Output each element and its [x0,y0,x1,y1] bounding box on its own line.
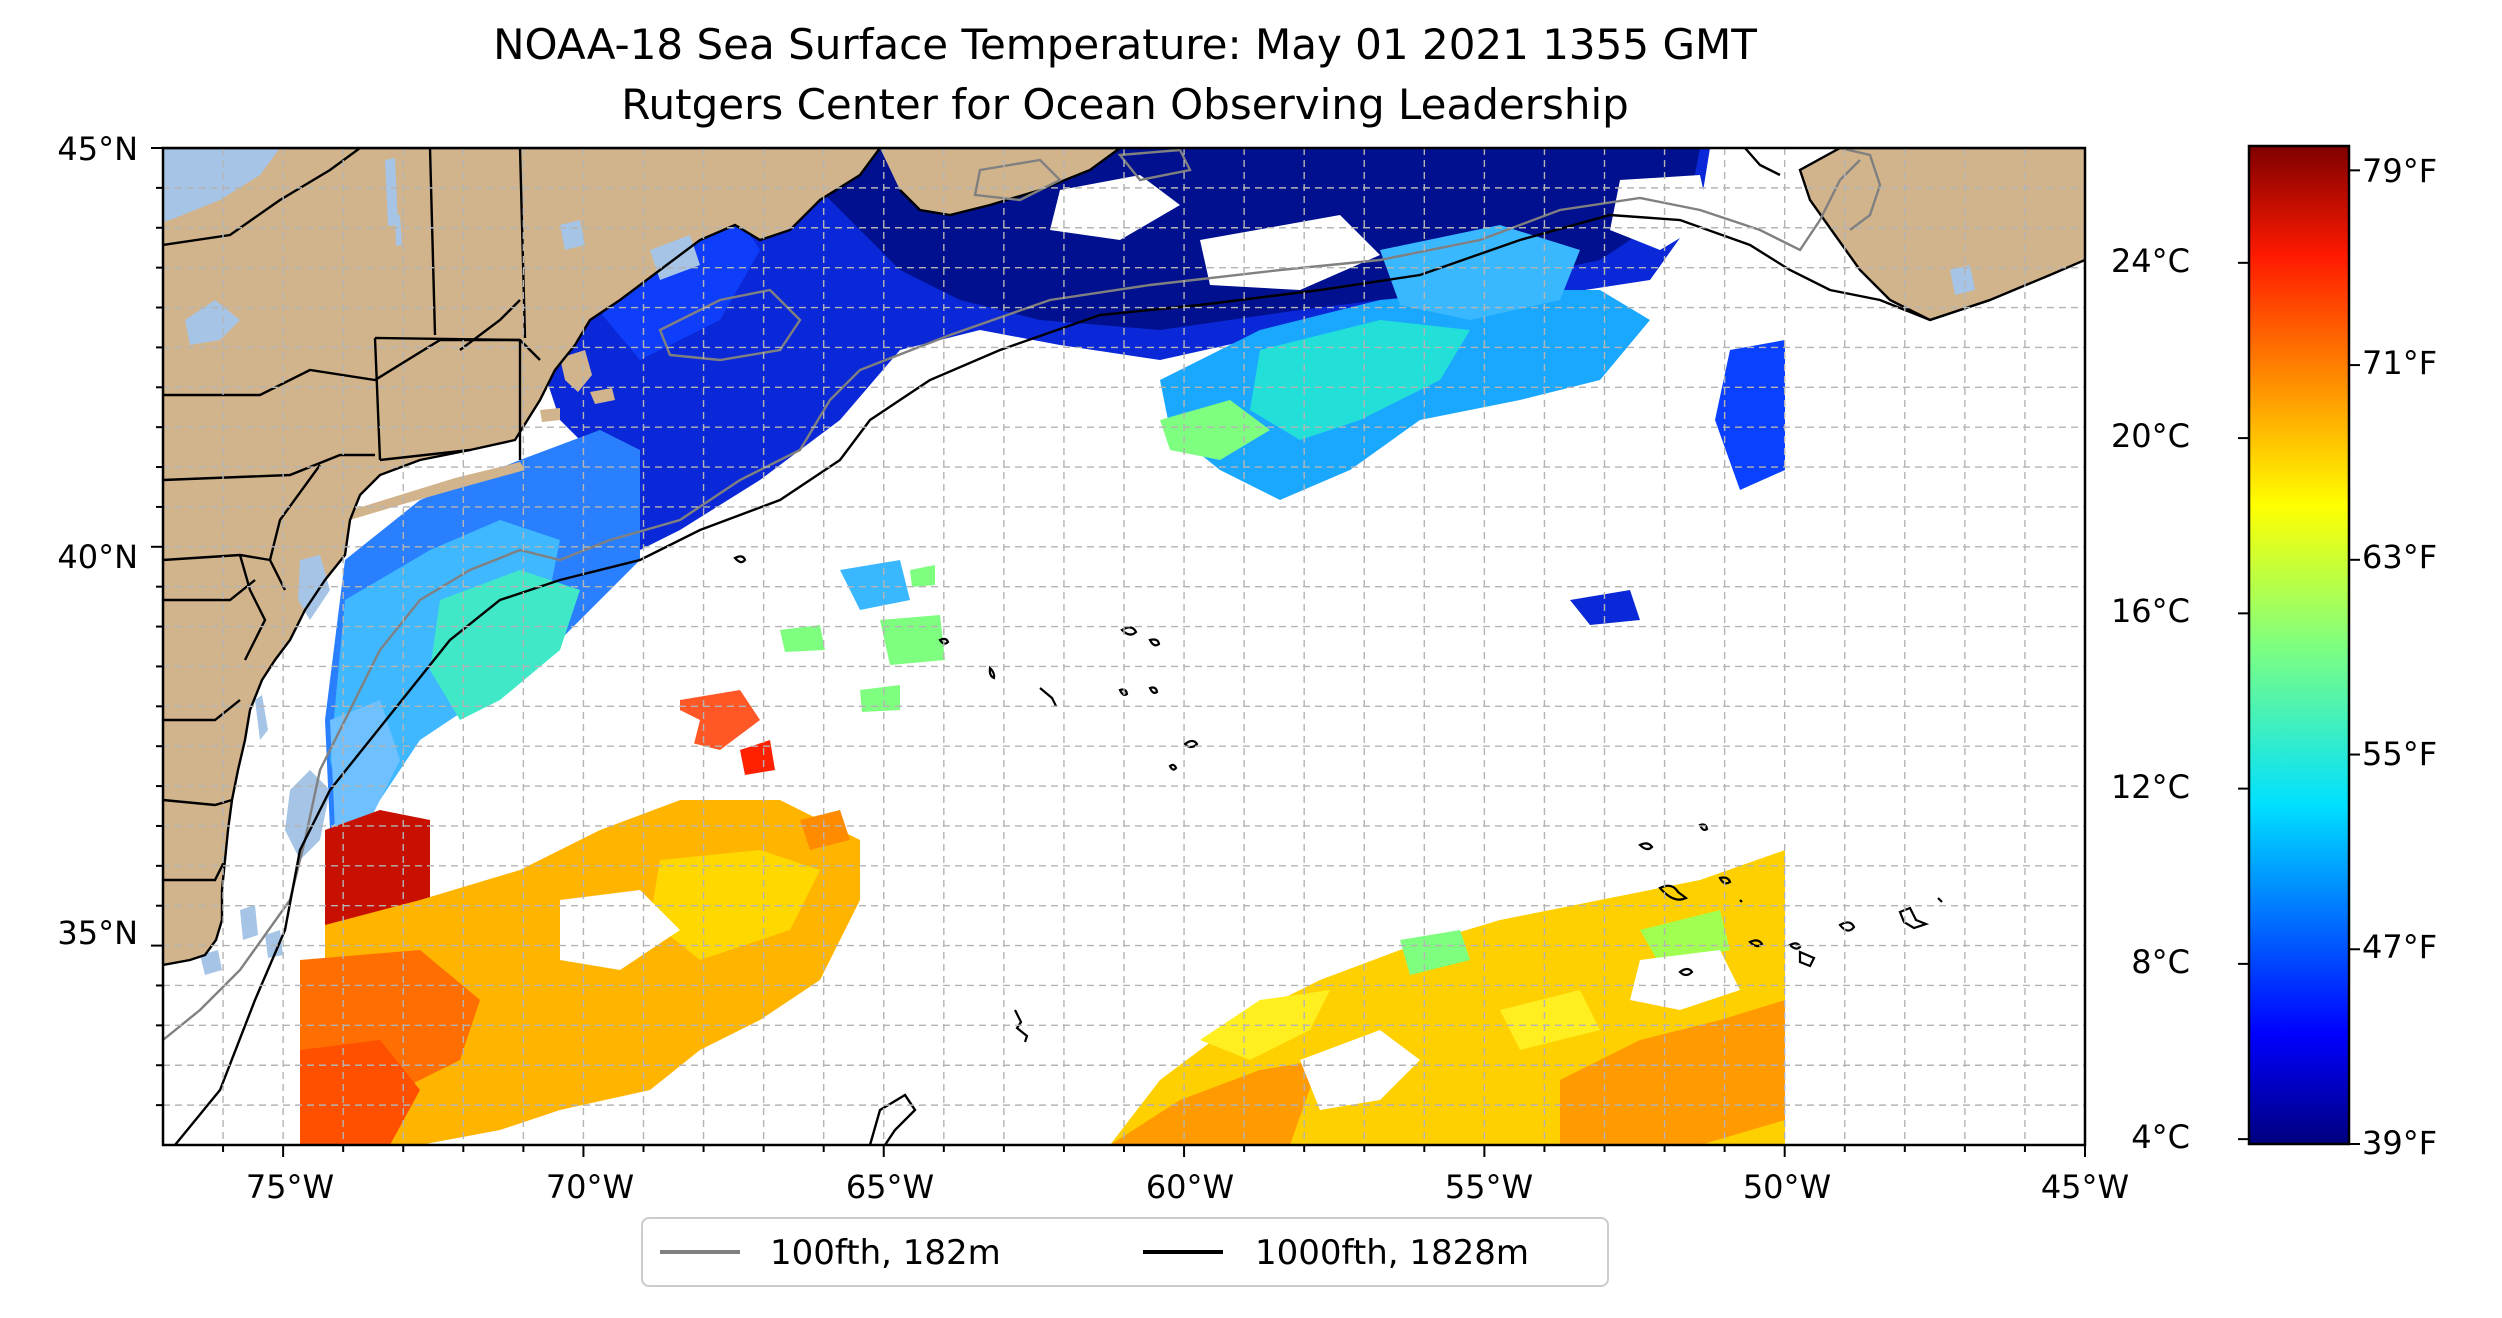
legend-label-100fth: 100fth, 182m [770,1233,1001,1273]
inland-water [163,148,1975,975]
lat-label-35: 35°N [57,914,138,952]
fahrenheit-label-79: 79°F [2362,152,2437,190]
lon-label-70: 70°W [546,1168,634,1206]
lon-label-60: 60°W [1146,1168,1234,1206]
celsius-label-24: 24°C [2111,242,2190,280]
lon-label-75: 75°W [246,1168,334,1206]
fahrenheit-label-47: 47°F [2362,928,2437,966]
land-masses [163,148,2085,965]
seamount-contours [733,555,1943,1043]
lon-label-50: 50°W [1743,1168,1831,1206]
map-gridlines [163,148,2085,1145]
lon-label-45: 45°W [2041,1168,2129,1206]
sst-colorbar: 24°C 20°C 16°C 12°C 8°C 4°C 79°F 71°F 63… [2111,144,2437,1162]
nova-scotia [880,148,1120,215]
fahrenheit-label-63: 63°F [2362,538,2437,576]
lon-label-65: 65°W [846,1168,934,1206]
lon-label-55: 55°W [1445,1168,1533,1206]
isobath-100fth [163,148,1882,1041]
celsius-label-4: 4°C [2131,1118,2190,1156]
us-mainland [163,148,880,965]
colorbar-gradient [2247,144,2351,1146]
lat-label-45: 45°N [57,130,138,168]
celsius-label-16: 16°C [2111,592,2190,630]
cloud-gaps [430,690,1740,1110]
celsius-label-12: 12°C [2111,768,2190,806]
celsius-label-20: 20°C [2111,417,2190,455]
legend-label-1000fth: 1000fth, 1828m [1255,1233,1529,1273]
isobath-legend: 100fth, 182m 1000fth, 1828m [641,1217,1609,1287]
sst-southeast-swath [1110,850,1785,1145]
fahrenheit-label-39: 39°F [2362,1124,2437,1162]
fahrenheit-label-55: 55°F [2362,735,2437,773]
map-axis-ticks [151,147,2086,1157]
lat-label-40: 40°N [57,538,138,576]
long-island [345,462,525,520]
sst-central-patches [780,225,1785,712]
map-area [163,148,2085,1145]
map-subtitle: Rutgers Center for Ocean Observing Leade… [621,80,1629,129]
isobath-1000fth [174,148,1991,1145]
celsius-label-8: 8°C [2131,943,2190,981]
fahrenheit-label-71: 71°F [2362,344,2437,382]
sst-warm-gulf-stream [300,690,860,1145]
map-title: NOAA-18 Sea Surface Temperature: May 01 … [493,20,1757,69]
newfoundland-coast [1800,148,2085,320]
